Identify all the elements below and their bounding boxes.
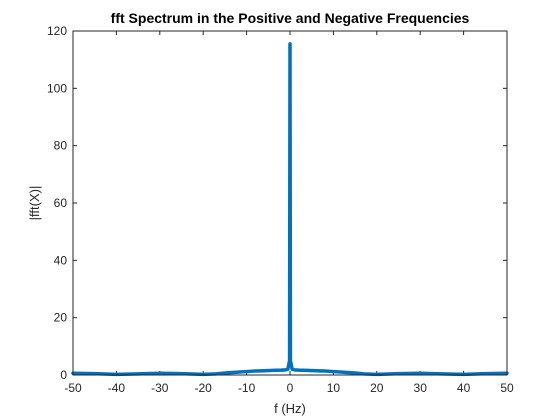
x-tick-label: -10: [238, 381, 256, 395]
x-tick-label: 0: [287, 381, 294, 395]
plot-frame: [72, 30, 508, 376]
x-tick-label: 30: [414, 381, 428, 395]
x-tick-label: 10: [327, 381, 341, 395]
ticks-layer: -50 -40 -30 -20 -10 0 10 20 30 40 50 0 20 40 60 80 100 12…: [47, 24, 514, 395]
x-tick-label: 20: [370, 381, 384, 395]
y-tick-label: 0: [60, 368, 67, 382]
x-axis-label: f (Hz): [274, 401, 306, 416]
x-tick-label: -50: [64, 381, 82, 395]
series-layer: [71, 42, 509, 377]
x-tick-label: 40: [457, 381, 471, 395]
x-tick-label: -20: [195, 381, 213, 395]
y-axis-label: |fft(X)|: [27, 186, 42, 221]
y-tick-label: 60: [54, 196, 68, 210]
x-tick-label: -30: [151, 381, 169, 395]
spectrum-line: [71, 42, 509, 377]
y-tick-label: 20: [54, 311, 68, 325]
chart-title: fft Spectrum in the Positive and Negativ…: [111, 10, 470, 26]
x-tick-label: -40: [108, 381, 126, 395]
y-tick-label: 40: [54, 253, 68, 267]
y-tick-label: 120: [47, 24, 67, 38]
x-tick-label: 50: [500, 381, 514, 395]
y-tick-label: 100: [47, 81, 67, 95]
y-tick-label: 80: [54, 139, 68, 153]
